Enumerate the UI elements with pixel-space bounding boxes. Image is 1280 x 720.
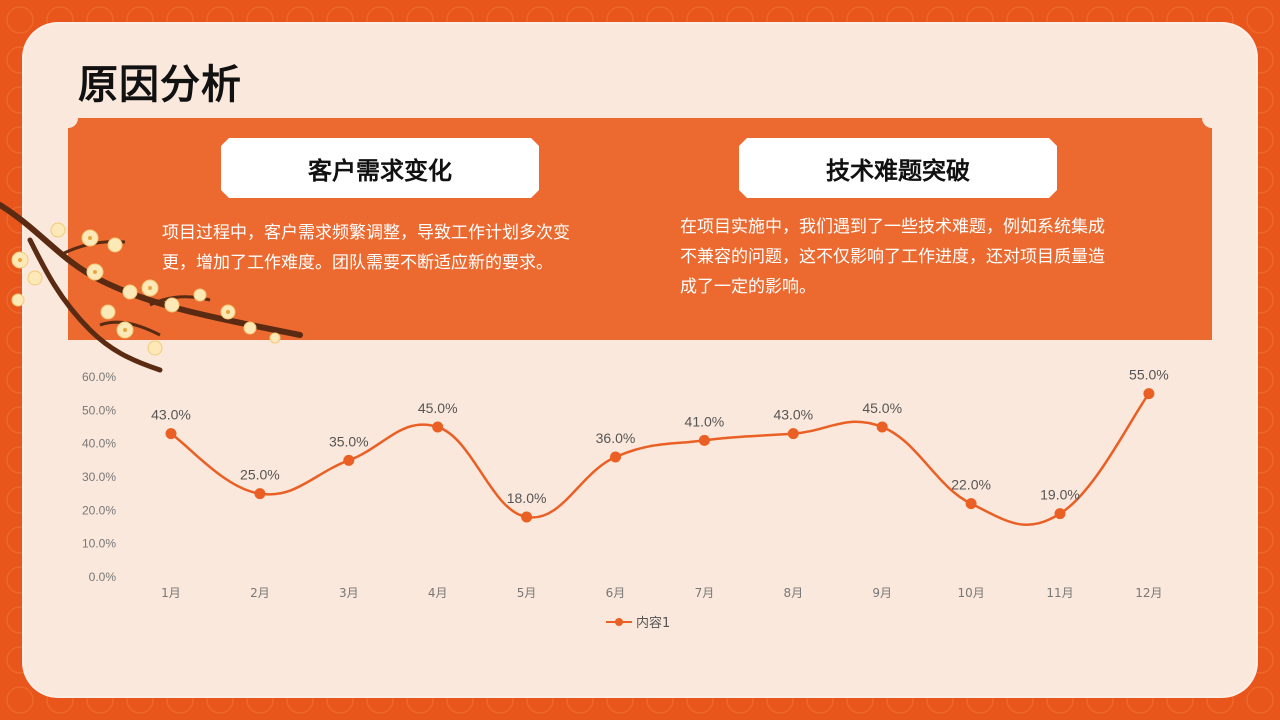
page-title: 原因分析	[78, 62, 242, 108]
data-point	[254, 488, 266, 500]
data-point	[876, 421, 888, 433]
data-label: 45.0%	[862, 400, 902, 416]
y-tick-label: 30.0%	[82, 470, 116, 484]
x-tick-label: 10月	[957, 586, 984, 600]
data-label: 25.0%	[240, 467, 280, 483]
data-points	[165, 388, 1155, 523]
x-tick-label: 11月	[1046, 586, 1073, 600]
data-label: 45.0%	[418, 400, 458, 416]
y-tick-label: 0.0%	[89, 570, 117, 584]
data-label: 43.0%	[773, 407, 813, 423]
data-point	[610, 451, 621, 463]
data-label: 36.0%	[596, 430, 636, 446]
x-tick-label: 3月	[339, 586, 359, 600]
series-line-内容1	[170, 392, 1150, 527]
y-axis: 0.0% 10.0% 20.0% 30.0% 40.0% 50.0% 60.0%	[82, 370, 116, 584]
y-tick-label: 50.0%	[82, 403, 116, 417]
data-label: 22.0%	[951, 477, 991, 493]
x-tick-label: 12月	[1135, 586, 1162, 600]
heading-technical-breakthrough: 技术难题突破	[739, 138, 1057, 198]
data-point	[787, 428, 799, 440]
data-point	[965, 498, 977, 510]
data-label: 41.0%	[685, 413, 725, 429]
plum-blossom-branch-illustration	[0, 202, 303, 373]
y-tick-label: 40.0%	[82, 437, 116, 451]
heading-customer-demand: 客户需求变化	[221, 138, 539, 198]
data-point	[698, 434, 710, 446]
legend-label: 内容1	[636, 616, 671, 631]
data-point	[1054, 508, 1066, 520]
data-label: 43.0%	[151, 407, 191, 423]
x-tick-label: 6月	[606, 586, 626, 600]
data-label: 55.0%	[1129, 367, 1169, 383]
x-tick-label: 9月	[872, 586, 892, 600]
body-technical-breakthrough: 在项目实施中，我们遇到了一些技术难题，例如系统集成不兼容的问题，这不仅影响了工作…	[680, 217, 1105, 297]
y-tick-label: 10.0%	[82, 537, 116, 551]
data-label: 35.0%	[329, 433, 369, 449]
x-tick-label: 8月	[783, 586, 803, 600]
data-label: 19.0%	[1040, 487, 1080, 503]
line-chart: 0.0% 10.0% 20.0% 30.0% 40.0% 50.0% 60.0% 1月 2月 3…	[82, 367, 1169, 600]
data-point	[521, 511, 533, 523]
y-tick-label: 60.0%	[82, 370, 116, 384]
x-tick-label: 2月	[250, 586, 270, 600]
x-tick-label: 7月	[695, 586, 715, 600]
data-point	[343, 454, 355, 466]
data-label: 18.0%	[507, 490, 547, 506]
body-customer-demand: 项目过程中，客户需求频繁调整，导致工作计划多次变更，增加了工作难度。团队需要不断…	[162, 223, 570, 273]
y-tick-label: 20.0%	[82, 503, 116, 517]
legend-swatch	[606, 617, 632, 626]
x-tick-label: 5月	[517, 586, 537, 600]
data-point	[165, 428, 177, 440]
data-labels: 43.0% 25.0% 35.0% 45.0% 18.0% 36.0% 41.0% 43.0%…	[151, 367, 1169, 506]
data-point	[1143, 388, 1155, 400]
data-point	[432, 421, 444, 433]
x-tick-label: 1月	[161, 586, 181, 600]
chart-legend: 内容1	[606, 612, 670, 631]
x-tick-label: 4月	[428, 586, 448, 600]
x-axis: 1月 2月 3月 4月 5月 6月 7月 8月 9月 10月 11月 12月	[161, 586, 1162, 600]
